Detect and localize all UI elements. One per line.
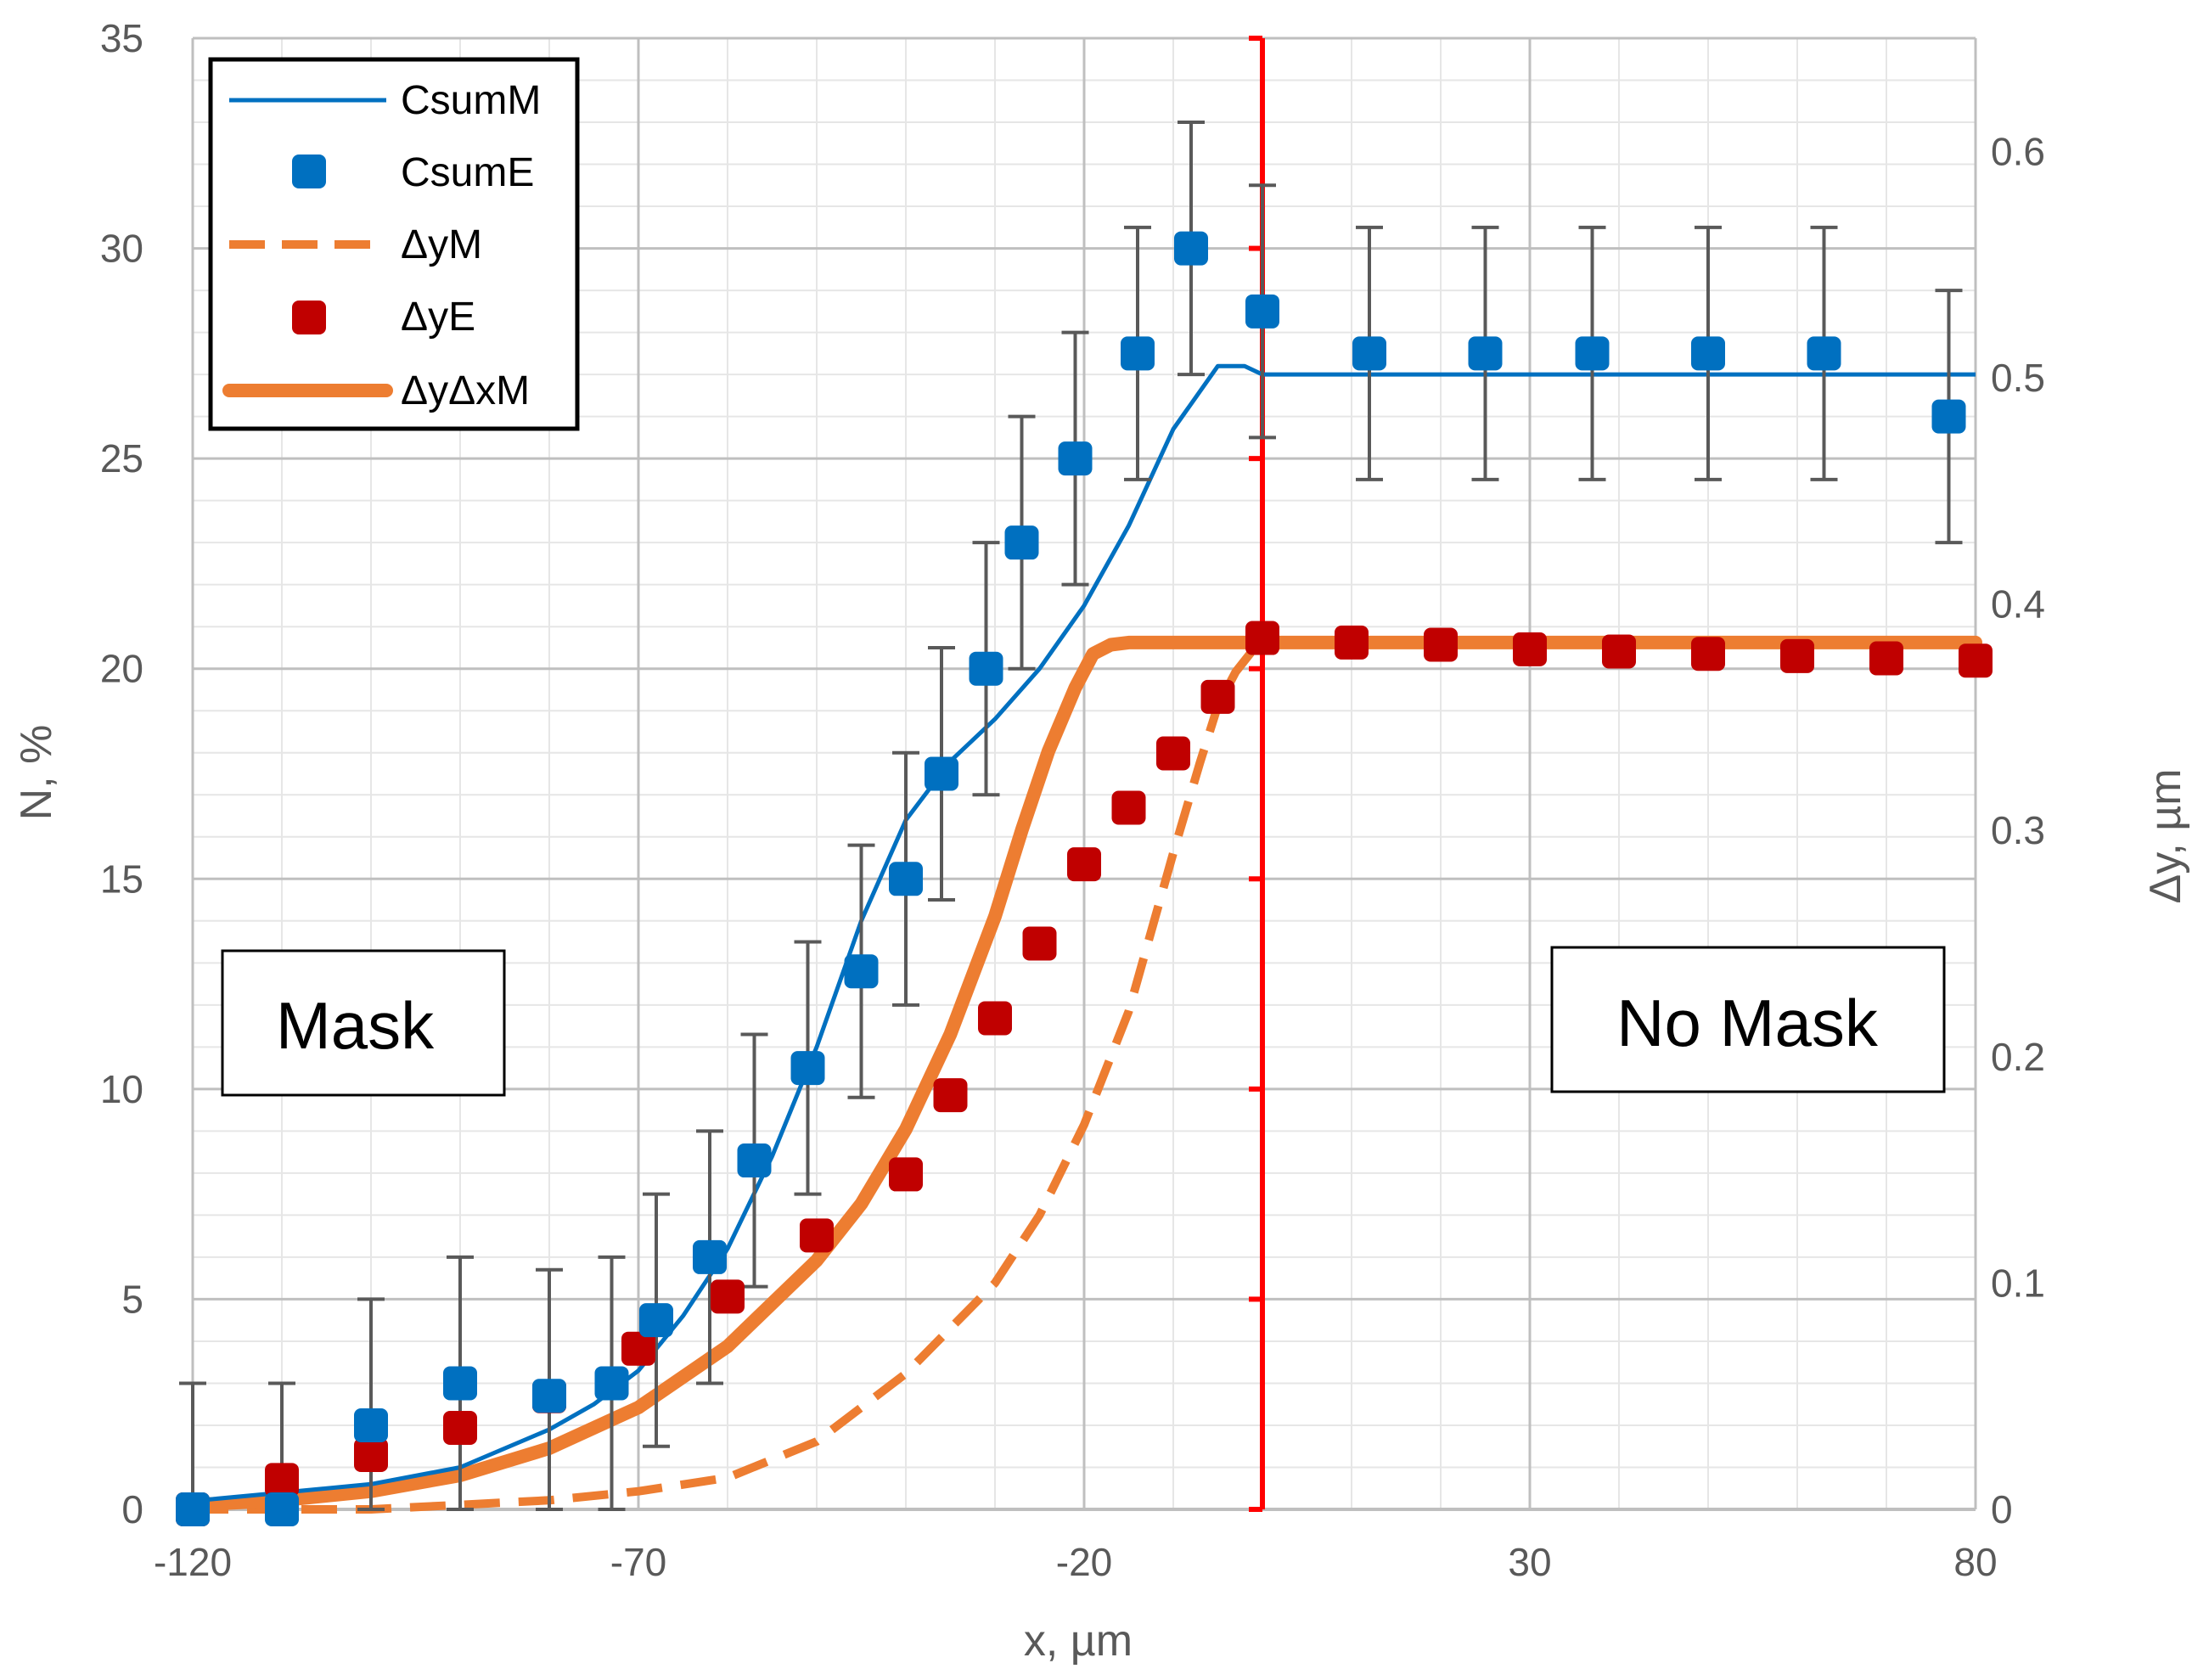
dye-marker (443, 1411, 477, 1446)
csume-marker (1691, 336, 1725, 371)
dye-marker (889, 1157, 923, 1192)
series-csumm-line (192, 363, 1976, 1503)
csume-marker (925, 756, 958, 791)
y-right-axis-title: Δy, µm (2141, 768, 2190, 903)
y-left-tick-label: 10 (100, 1067, 143, 1111)
y-right-tick-label: 0.1 (1991, 1261, 2045, 1305)
legend: CsumM CsumE ΔyM ΔyE ΔyΔxM (208, 57, 580, 431)
dye-marker (1022, 926, 1057, 961)
legend-label-dydxm: ΔyΔxM (401, 368, 530, 413)
csume-marker (639, 1303, 673, 1338)
dye-marker (1424, 627, 1458, 662)
dye-marker (621, 1331, 655, 1366)
csume-marker (1352, 336, 1386, 371)
y-left-tick-label: 35 (100, 16, 143, 60)
y-right-tick-label: 0.2 (1991, 1035, 2045, 1079)
dye-marker (800, 1218, 834, 1253)
dye-marker (1691, 637, 1725, 671)
csume-marker (790, 1051, 825, 1086)
y-left-tick-label: 20 (100, 647, 143, 691)
y-left-tick-label: 15 (100, 857, 143, 901)
dye-marker (1959, 643, 1993, 678)
y-right-tick-label: 0 (1991, 1487, 2013, 1531)
csume-marker (693, 1239, 727, 1274)
dye-marker (354, 1438, 388, 1473)
csume-marker (354, 1407, 388, 1442)
y-right-tick-label: 0.5 (1991, 356, 2045, 400)
csume-marker (1468, 336, 1503, 371)
csume-marker (1245, 294, 1279, 329)
x-tick-label: 80 (1953, 1540, 1997, 1584)
dye-marker (1335, 625, 1369, 660)
csume-marker (265, 1492, 299, 1526)
x-tick-label: 30 (1508, 1540, 1551, 1584)
y-left-tick-label: 25 (100, 436, 143, 480)
legend-csume-swatch (292, 155, 326, 188)
dye-marker (1780, 638, 1814, 673)
y-left-tick-label: 5 (121, 1277, 143, 1321)
csume-marker (176, 1492, 210, 1526)
dye-marker (1067, 847, 1101, 882)
legend-label-dym: ΔyM (401, 222, 482, 267)
legend-label-csume: CsumE (401, 150, 534, 195)
dye-marker (1513, 632, 1547, 666)
x-tick-label: -20 (1056, 1540, 1112, 1584)
dye-marker (933, 1078, 968, 1113)
no-mask-label-box: No Mask (1550, 946, 1946, 1093)
dye-marker (978, 1001, 1012, 1036)
csume-marker (889, 862, 923, 896)
mask-label: Mask (276, 988, 435, 1063)
dye-marker (711, 1279, 745, 1314)
x-axis-title: x, µm (1024, 1616, 1133, 1666)
dye-marker (1200, 679, 1235, 714)
csume-marker (737, 1143, 772, 1178)
dye-marker (1156, 736, 1190, 771)
csume-marker (594, 1366, 629, 1401)
dye-marker (1245, 621, 1279, 655)
csume-marker (1931, 399, 1966, 434)
y-left-axis-title: N, % (12, 725, 61, 821)
csume-marker (443, 1366, 477, 1401)
y-right-tick-label: 0.4 (1991, 582, 2045, 626)
y-left-tick-label: 0 (121, 1487, 143, 1531)
csume-marker (532, 1379, 566, 1413)
csume-marker (1004, 525, 1039, 560)
tick-labels: -120 -70 -20 30 80 0 5 10 15 20 25 30 35 0 0.1 0.2 0.3 0.… (100, 16, 2045, 1584)
csume-marker (1121, 336, 1155, 371)
csume-marker (844, 954, 879, 989)
mask-label-box: Mask (221, 949, 506, 1097)
series-dydxm-line (186, 635, 1982, 1512)
dye-marker (1111, 790, 1146, 825)
plot-area (176, 121, 1993, 1526)
csume-marker (1058, 441, 1093, 476)
legend-dye-swatch (292, 301, 326, 334)
dye-marker (1869, 641, 1903, 676)
legend-label-csumm: CsumM (401, 78, 541, 123)
dye-marker (265, 1463, 299, 1497)
series-dym-line (193, 646, 1257, 1514)
y-right-tick-label: 0.3 (1991, 808, 2045, 852)
csume-marker (969, 651, 1003, 686)
legend-label-dye: ΔyE (401, 295, 475, 340)
y-right-tick-label: 0.6 (1991, 129, 2045, 173)
no-mask-label: No Mask (1616, 986, 1879, 1060)
csume-marker (1807, 336, 1841, 371)
x-tick-label: -120 (154, 1540, 232, 1584)
dye-marker (1602, 634, 1636, 669)
csume-marker (1575, 336, 1610, 371)
y-left-tick-label: 30 (100, 227, 143, 271)
x-tick-label: -70 (610, 1540, 666, 1584)
csume-marker (1174, 231, 1208, 266)
